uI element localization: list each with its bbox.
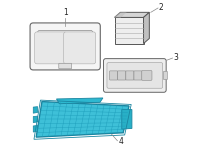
FancyBboxPatch shape <box>107 63 163 88</box>
Polygon shape <box>33 107 38 113</box>
FancyBboxPatch shape <box>103 59 166 92</box>
Polygon shape <box>56 98 103 104</box>
Polygon shape <box>122 110 132 129</box>
FancyBboxPatch shape <box>115 17 144 44</box>
FancyBboxPatch shape <box>35 32 67 64</box>
FancyBboxPatch shape <box>164 71 167 80</box>
Polygon shape <box>33 116 38 123</box>
Text: 2: 2 <box>159 3 164 12</box>
FancyBboxPatch shape <box>118 71 126 80</box>
Text: 3: 3 <box>173 53 178 62</box>
FancyBboxPatch shape <box>59 63 72 69</box>
Polygon shape <box>36 102 129 137</box>
FancyBboxPatch shape <box>142 71 152 80</box>
FancyBboxPatch shape <box>110 71 118 80</box>
FancyBboxPatch shape <box>30 23 100 70</box>
FancyBboxPatch shape <box>38 30 93 62</box>
Polygon shape <box>115 12 149 17</box>
Text: 4: 4 <box>118 137 123 146</box>
FancyBboxPatch shape <box>134 71 142 80</box>
Text: 1: 1 <box>63 8 68 17</box>
Polygon shape <box>144 12 149 44</box>
FancyBboxPatch shape <box>126 71 134 80</box>
FancyBboxPatch shape <box>64 32 96 64</box>
Polygon shape <box>33 126 38 132</box>
